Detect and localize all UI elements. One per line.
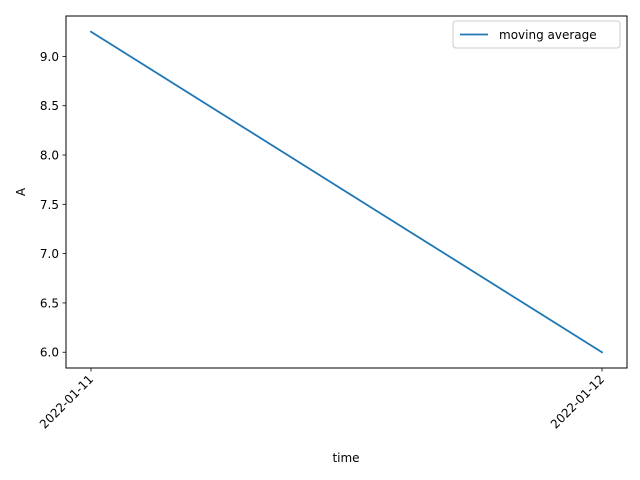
y-tick-label: 7.5 — [40, 198, 59, 212]
y-axis-label: A — [14, 187, 28, 196]
y-axis: 6.0 6.5 7.0 7.5 8.0 8.5 9.0 — [40, 50, 66, 360]
legend-label: moving average — [499, 28, 597, 42]
y-tick-label: 8.5 — [40, 99, 59, 113]
series-layer — [89, 30, 604, 354]
x-tick-label: 2022-01-12 — [548, 372, 607, 431]
legend-box — [452, 20, 621, 49]
y-tick-label: 7.0 — [40, 247, 59, 261]
y-tick-label: 6.5 — [40, 296, 59, 310]
x-axis: 2022-01-11 2022-01-12 — [37, 368, 607, 431]
y-tick-label: 9.0 — [40, 50, 59, 64]
legend: moving average — [452, 20, 621, 49]
x-tick-label: 2022-01-11 — [37, 372, 96, 431]
plot-frame — [65, 15, 628, 369]
y-tick-label: 8.0 — [40, 149, 59, 163]
series-line-0 — [89, 30, 604, 354]
y-tick-label: 6.0 — [40, 346, 59, 360]
x-axis-label: time — [332, 451, 359, 465]
